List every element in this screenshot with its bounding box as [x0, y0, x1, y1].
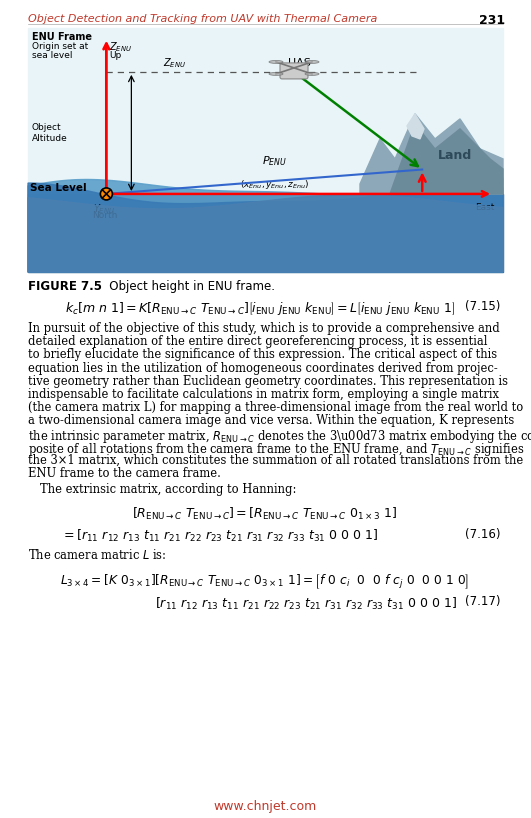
Text: sea level: sea level	[32, 51, 73, 60]
Ellipse shape	[269, 73, 283, 75]
Circle shape	[100, 188, 113, 200]
Text: (7.16): (7.16)	[465, 528, 500, 542]
Polygon shape	[28, 178, 503, 272]
Text: $Z_{ENU}$: $Z_{ENU}$	[109, 40, 133, 53]
Text: $L_{3\times4}=\left[K\ 0_{3\times1}\right]\left[R_{\mathrm{ENU}\to C}\ T_{\mathr: $L_{3\times4}=\left[K\ 0_{3\times1}\righ…	[61, 573, 469, 591]
Text: $\left[r_{11}\ r_{12}\ r_{13}\ t_{11}\ r_{21}\ r_{22}\ r_{23}\ t_{21}\ r_{31}\ r: $\left[r_{11}\ r_{12}\ r_{13}\ t_{11}\ r…	[155, 596, 457, 612]
Text: the intrinsic parameter matrix, $R_{\mathrm{ENU}\to C}$ denotes the 3\u00d73 mat: the intrinsic parameter matrix, $R_{\mat…	[28, 428, 531, 445]
Text: ENU frame to the camera frame.: ENU frame to the camera frame.	[28, 467, 221, 480]
Text: Object Detection and Tracking from UAV with Thermal Camera: Object Detection and Tracking from UAV w…	[28, 14, 378, 24]
Text: Origin set at: Origin set at	[32, 42, 88, 51]
FancyBboxPatch shape	[280, 63, 308, 79]
Text: $k_c\left[m\ n\ 1\right]=K\left[R_{\mathrm{ENU}\to C}\ T_{\mathrm{ENU}\to C}\rig: $k_c\left[m\ n\ 1\right]=K\left[R_{\math…	[65, 300, 455, 317]
Text: $=\left[r_{11}\ r_{12}\ r_{13}\ t_{11}\ r_{21}\ r_{22}\ r_{23}\ t_{21}\ r_{31}\ : $=\left[r_{11}\ r_{12}\ r_{13}\ t_{11}\ …	[61, 528, 379, 545]
Polygon shape	[28, 183, 503, 272]
Text: tive geometry rather than Euclidean geometry coordinates. This representation is: tive geometry rather than Euclidean geom…	[28, 375, 508, 388]
Text: ENU Frame: ENU Frame	[32, 32, 92, 42]
Ellipse shape	[305, 73, 319, 75]
Polygon shape	[360, 114, 503, 194]
Text: posite of all rotations from the camera frame to the ENU frame, and $T_{\mathrm{: posite of all rotations from the camera …	[28, 441, 525, 458]
Text: (7.17): (7.17)	[465, 596, 500, 609]
Text: FIGURE 7.5: FIGURE 7.5	[28, 280, 102, 293]
Text: North: North	[92, 211, 117, 220]
Text: Land: Land	[438, 150, 472, 163]
Ellipse shape	[269, 61, 283, 64]
Text: Object height in ENU frame.: Object height in ENU frame.	[98, 280, 275, 293]
Text: UAS: UAS	[288, 58, 311, 68]
Bar	[28, 28, 503, 272]
Polygon shape	[407, 114, 424, 139]
Text: $P_{ENU}$: $P_{ENU}$	[262, 154, 287, 168]
Text: Object
Altitude: Object Altitude	[32, 124, 68, 142]
Text: The extrinsic matrix, according to Hanning:: The extrinsic matrix, according to Hanni…	[40, 483, 296, 497]
Polygon shape	[28, 195, 503, 272]
Text: (7.15): (7.15)	[465, 300, 500, 313]
Text: detailed explanation of the entire direct georeferencing process, it is essentia: detailed explanation of the entire direc…	[28, 335, 487, 348]
Text: 231: 231	[479, 14, 505, 27]
Text: Sea Level: Sea Level	[30, 183, 87, 193]
Text: the 3×1 matrix, which constitutes the summation of all rotated translations from: the 3×1 matrix, which constitutes the su…	[28, 454, 523, 467]
Text: East: East	[476, 203, 495, 212]
Text: $X_{ENU}$: $X_{ENU}$	[472, 178, 495, 192]
Bar	[28, 194, 503, 272]
Polygon shape	[380, 124, 503, 194]
Text: indispensable to facilitate calculations in matrix form, employing a single matr: indispensable to facilitate calculations…	[28, 388, 499, 401]
Text: a two-dimensional camera image and vice versa. Within the equation, K represents: a two-dimensional camera image and vice …	[28, 415, 514, 427]
Text: equation lies in the utilization of homogeneous coordinates derived from projec-: equation lies in the utilization of homo…	[28, 362, 498, 375]
Text: In pursuit of the objective of this study, which is to provide a comprehensive a: In pursuit of the objective of this stud…	[28, 322, 500, 335]
Text: Up: Up	[109, 51, 122, 60]
Text: Target: Target	[426, 155, 456, 165]
Text: $Z_{ENU}$: $Z_{ENU}$	[162, 56, 186, 70]
Text: (the camera matrix L) for mapping a three-dimensional image from the real world : (the camera matrix L) for mapping a thre…	[28, 401, 523, 414]
Text: $Y_{ENU}$: $Y_{ENU}$	[93, 202, 115, 216]
Text: $(x_{Enu},y_{Enu},z_{Enu})$: $(x_{Enu},y_{Enu},z_{Enu})$	[239, 178, 309, 191]
Text: $\left[R_{\mathrm{ENU}\to C}\ T_{\mathrm{ENU}\to C}\right]=\left[R_{\mathrm{ENU}: $\left[R_{\mathrm{ENU}\to C}\ T_{\mathrm…	[132, 506, 398, 522]
Text: to briefly elucidate the significance of this expression. The critical aspect of: to briefly elucidate the significance of…	[28, 348, 497, 362]
Text: The camera matric $L$ is:: The camera matric $L$ is:	[28, 548, 167, 563]
Text: www.chnjet.com: www.chnjet.com	[213, 800, 316, 813]
Ellipse shape	[305, 61, 319, 64]
